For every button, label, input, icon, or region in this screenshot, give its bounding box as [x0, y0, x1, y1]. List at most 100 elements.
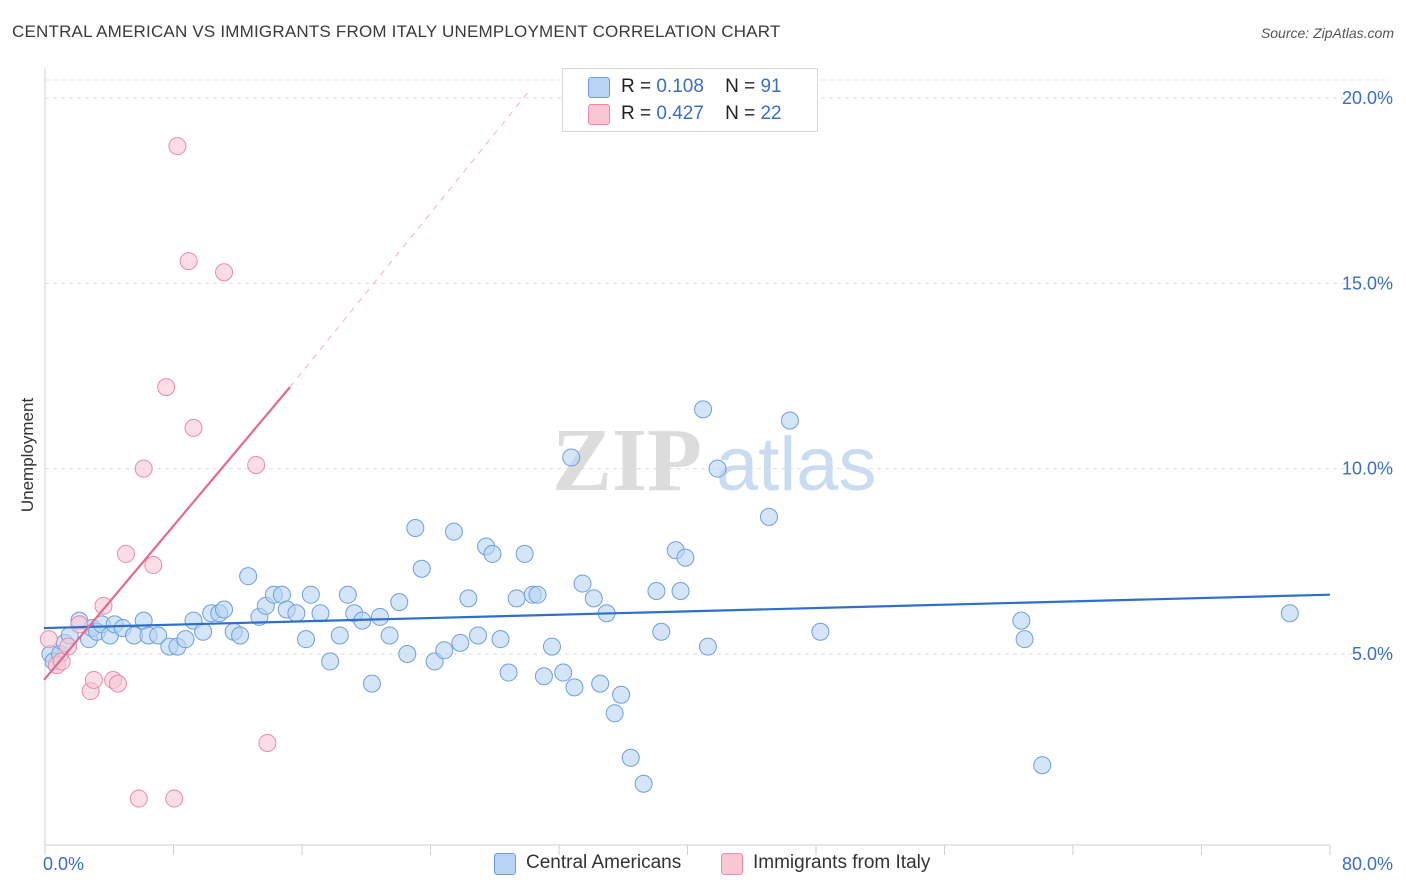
data-point-immigrants-from-italy: [116, 544, 135, 563]
data-point-central-americans: [1012, 611, 1031, 630]
data-point-central-americans: [231, 626, 250, 645]
y-tick-label: 20.0%: [1342, 88, 1393, 108]
data-point-central-americans: [780, 411, 799, 430]
data-point-central-americans: [811, 622, 830, 641]
data-point-central-americans: [605, 704, 624, 723]
data-point-immigrants-from-italy: [134, 459, 153, 478]
series-central-americans: [41, 400, 1299, 793]
data-point-central-americans: [565, 678, 584, 697]
trend-line-immigrants-from-italy: [43, 386, 291, 681]
data-point-central-americans: [362, 674, 381, 693]
legend-n-label: N =: [725, 76, 756, 97]
data-point-central-americans: [499, 663, 518, 682]
data-point-immigrants-from-italy: [39, 630, 58, 649]
data-point-central-americans: [330, 626, 349, 645]
data-point-central-americans: [671, 581, 690, 600]
data-point-central-americans: [562, 448, 581, 467]
data-point-central-americans: [708, 459, 727, 478]
data-point-immigrants-from-italy: [129, 789, 148, 808]
data-point-central-americans: [412, 559, 431, 578]
data-point-immigrants-from-italy: [215, 263, 234, 282]
data-point-central-americans: [380, 626, 399, 645]
data-point-central-americans: [1033, 756, 1052, 775]
data-point-immigrants-from-italy: [165, 789, 184, 808]
data-point-central-americans: [507, 589, 526, 608]
data-point-central-americans: [321, 652, 340, 671]
series-immigrants-from-italy: [39, 137, 277, 808]
data-point-central-americans: [1015, 630, 1034, 649]
x-tick-label: 80.0%: [1342, 854, 1393, 874]
data-point-central-americans: [435, 641, 454, 660]
source-label: Source: ZipAtlas.com: [1260, 25, 1394, 41]
data-point-central-americans: [591, 674, 610, 693]
correlation-legend: R = 0.108 N = 91 R = 0.427 N = 22: [562, 68, 818, 132]
data-point-central-americans: [528, 585, 547, 604]
data-point-immigrants-from-italy: [157, 378, 176, 397]
trend-line-central-americans: [43, 593, 1331, 630]
data-point-central-americans: [406, 518, 425, 537]
data-point-immigrants-from-italy: [84, 670, 103, 689]
data-point-central-americans: [573, 574, 592, 593]
data-point-central-americans: [694, 400, 713, 419]
data-point-immigrants-from-italy: [179, 252, 198, 271]
trend-lines: [43, 90, 1331, 681]
data-point-immigrants-from-italy: [184, 418, 203, 437]
data-point-central-americans: [759, 507, 778, 526]
legend-r-label: R =: [621, 103, 652, 124]
legend-r-value: 0.108: [656, 76, 704, 97]
data-point-central-americans: [311, 604, 330, 623]
x-tick-label: 0.0%: [43, 854, 84, 874]
watermark-atlas: atlas: [716, 422, 877, 507]
data-point-immigrants-from-italy: [247, 455, 266, 474]
bottom-legend-swatch-blue: [494, 853, 516, 875]
data-point-immigrants-from-italy: [258, 733, 277, 752]
legend-swatch-pink: [588, 104, 610, 125]
data-point-central-americans: [390, 593, 409, 612]
data-point-central-americans: [1280, 604, 1299, 623]
data-point-immigrants-from-italy: [70, 615, 89, 634]
data-point-central-americans: [459, 589, 478, 608]
data-point-central-americans: [398, 645, 417, 663]
data-point-central-americans: [301, 585, 320, 604]
legend-r-value: 0.427: [656, 103, 704, 124]
y-tick-label: 10.0%: [1342, 459, 1393, 479]
data-point-central-americans: [469, 626, 488, 645]
data-point-central-americans: [338, 585, 357, 604]
chart-title: CENTRAL AMERICAN VS IMMIGRANTS FROM ITAL…: [12, 22, 781, 41]
data-point-central-americans: [584, 589, 603, 608]
data-point-central-americans: [652, 622, 671, 641]
trend-line-extension-immigrants-from-italy: [289, 90, 530, 388]
legend-n-value: 91: [760, 76, 782, 97]
y-tick-label: 5.0%: [1352, 644, 1393, 664]
data-point-central-americans: [194, 622, 213, 641]
data-point-immigrants-from-italy: [59, 637, 78, 656]
data-point-central-americans: [621, 748, 640, 767]
data-point-central-americans: [554, 663, 573, 682]
data-point-central-americans: [612, 685, 631, 704]
data-point-central-americans: [297, 630, 316, 649]
data-point-central-americans: [483, 544, 502, 563]
legend-n-value: 22: [760, 103, 782, 124]
y-axis-label: Unemployment: [18, 398, 37, 513]
data-point-central-americans: [215, 600, 234, 619]
bottom-legend-swatch-pink: [721, 853, 743, 875]
data-point-central-americans: [370, 607, 389, 626]
data-point-central-americans: [451, 633, 470, 652]
legend-r-label: R =: [621, 76, 652, 97]
data-point-immigrants-from-italy: [168, 137, 187, 156]
data-point-central-americans: [239, 567, 258, 586]
data-point-immigrants-from-italy: [94, 596, 113, 615]
data-point-central-americans: [444, 522, 463, 541]
legend-n-label: N =: [725, 103, 756, 124]
data-point-central-americans: [515, 544, 534, 563]
bottom-legend-label: Immigrants from Italy: [753, 852, 931, 873]
legend-swatch-blue: [588, 77, 610, 98]
data-point-central-americans: [176, 630, 195, 649]
data-point-immigrants-from-italy: [108, 674, 127, 693]
data-point-central-americans: [491, 630, 510, 649]
data-point-central-americans: [534, 667, 553, 686]
data-point-immigrants-from-italy: [144, 556, 163, 575]
data-point-central-americans: [634, 774, 653, 793]
data-point-central-americans: [542, 637, 561, 656]
